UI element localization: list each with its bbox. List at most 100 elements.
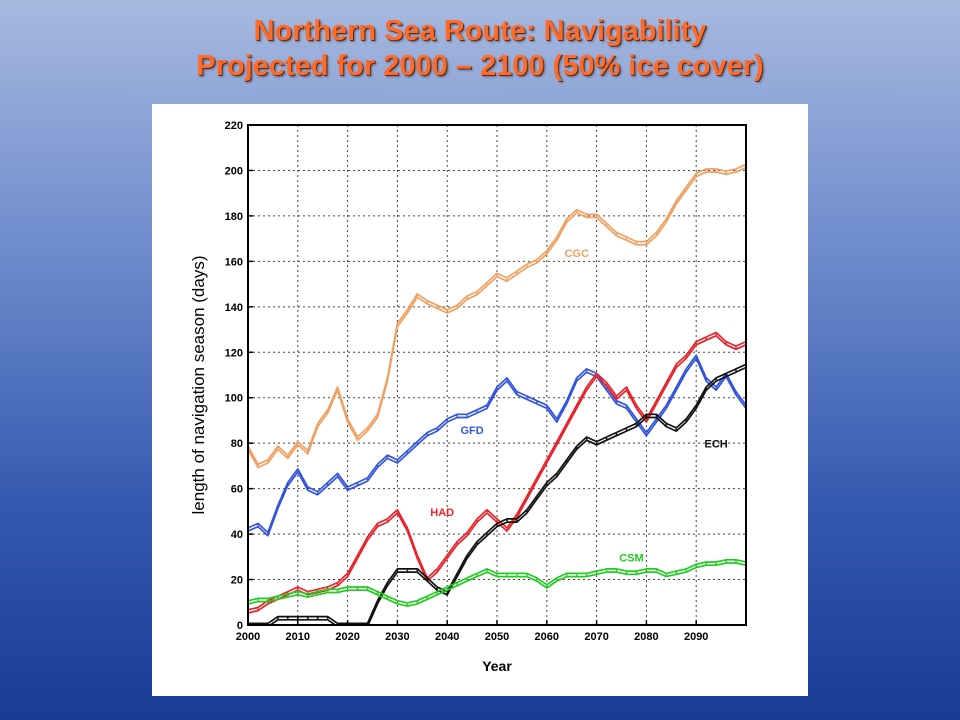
x-tick-label: 2060 [535,631,559,643]
data-point-ech [396,569,399,572]
data-point-gfd [386,455,389,458]
data-point-gfd [346,487,349,490]
data-point-ech [306,617,309,620]
data-point-ech [655,415,658,417]
series-line-ech-b [268,366,746,625]
data-point-gfd [655,419,658,422]
data-point-cgc [506,278,508,281]
data-point-csm [257,599,259,601]
data-point-cgc [436,305,439,308]
data-point-cgc [466,296,468,299]
data-point-ech [535,496,538,499]
data-point-csm [406,603,409,606]
x-tick-label: 2030 [385,631,409,643]
data-point-had [366,537,369,540]
slide-title-line1: Northern Sea Route: Navigability [253,15,707,47]
data-point-gfd [277,505,279,508]
series-line-gfd-b [248,357,746,537]
data-point-had [615,396,618,399]
data-point-had [595,374,598,376]
data-point-csm [426,596,429,599]
data-point-ech [476,542,478,545]
data-point-csm [396,601,399,604]
series-layer [247,163,747,626]
data-point-csm [575,574,578,576]
data-point-had [715,333,717,335]
data-point-csm [476,574,478,576]
series-line-had-a [248,331,746,611]
data-point-cgc [535,260,538,263]
data-point-gfd [645,433,648,435]
data-point-gfd [406,451,409,454]
data-point-gfd [555,419,558,422]
data-point-had [545,460,548,463]
data-point-cgc [675,201,678,204]
data-point-ech [516,519,518,522]
data-point-ech [436,587,439,590]
series-label-ech: ECH [705,439,728,451]
series-label-gfd: GFD [460,425,483,437]
data-point-cgc [296,442,299,445]
data-point-had [476,519,478,522]
data-point-ech [675,428,678,431]
data-point-cgc [496,274,498,276]
data-point-cgc [526,265,528,267]
plot-frame [247,124,747,626]
data-point-csm [705,562,708,565]
data-point-cgc [277,446,279,449]
data-point-cgc [376,415,379,417]
data-point-ech [735,369,737,372]
data-point-cgc [416,294,419,297]
data-point-had [376,524,379,526]
data-point-had [665,383,668,385]
data-point-ech [296,617,299,620]
data-point-ech [277,617,279,620]
data-point-had [516,515,518,517]
data-point-cgc [695,174,698,176]
y-tick-label: 0 [237,620,243,632]
data-point-had [416,555,419,558]
data-point-cgc [625,237,628,240]
data-point-csm [615,569,618,572]
y-tick-label: 180 [225,211,243,223]
data-point-cgc [386,378,389,381]
data-point-cgc [267,460,269,463]
series-line-cgc-b [248,166,746,469]
data-point-had [386,519,389,522]
data-point-gfd [545,405,548,408]
data-point-csm [446,587,449,590]
data-point-had [705,337,708,340]
data-point-csm [595,571,598,574]
data-point-cgc [356,437,359,440]
data-point-csm [655,569,658,572]
data-point-had [336,583,339,585]
data-point-csm [506,574,508,576]
data-point-csm [436,592,439,595]
data-point-ech [496,524,498,526]
y-tick-label: 200 [225,165,243,177]
data-point-had [645,419,648,422]
data-point-ech [635,424,638,426]
data-point-had [406,528,409,531]
data-point-cgc [585,215,588,217]
x-tick-label: 2070 [584,631,608,643]
data-point-gfd [585,369,588,372]
data-point-gfd [715,387,717,390]
data-point-csm [725,560,727,563]
slide-title: Northern Sea Route: Navigability Project… [0,14,960,84]
data-point-gfd [257,524,259,526]
data-point-cgc [286,455,289,458]
data-point-cgc [446,310,449,313]
data-point-csm [366,587,369,590]
data-point-had [436,569,439,572]
data-point-csm [695,565,698,567]
data-point-csm [565,574,568,576]
data-point-gfd [695,355,698,358]
data-point-had [396,510,399,513]
data-point-csm [376,592,379,595]
data-point-csm [277,596,279,599]
data-point-cgc [486,283,488,285]
data-point-had [555,442,558,445]
data-point-cgc [635,242,638,245]
x-tick-label: 2080 [634,631,658,643]
